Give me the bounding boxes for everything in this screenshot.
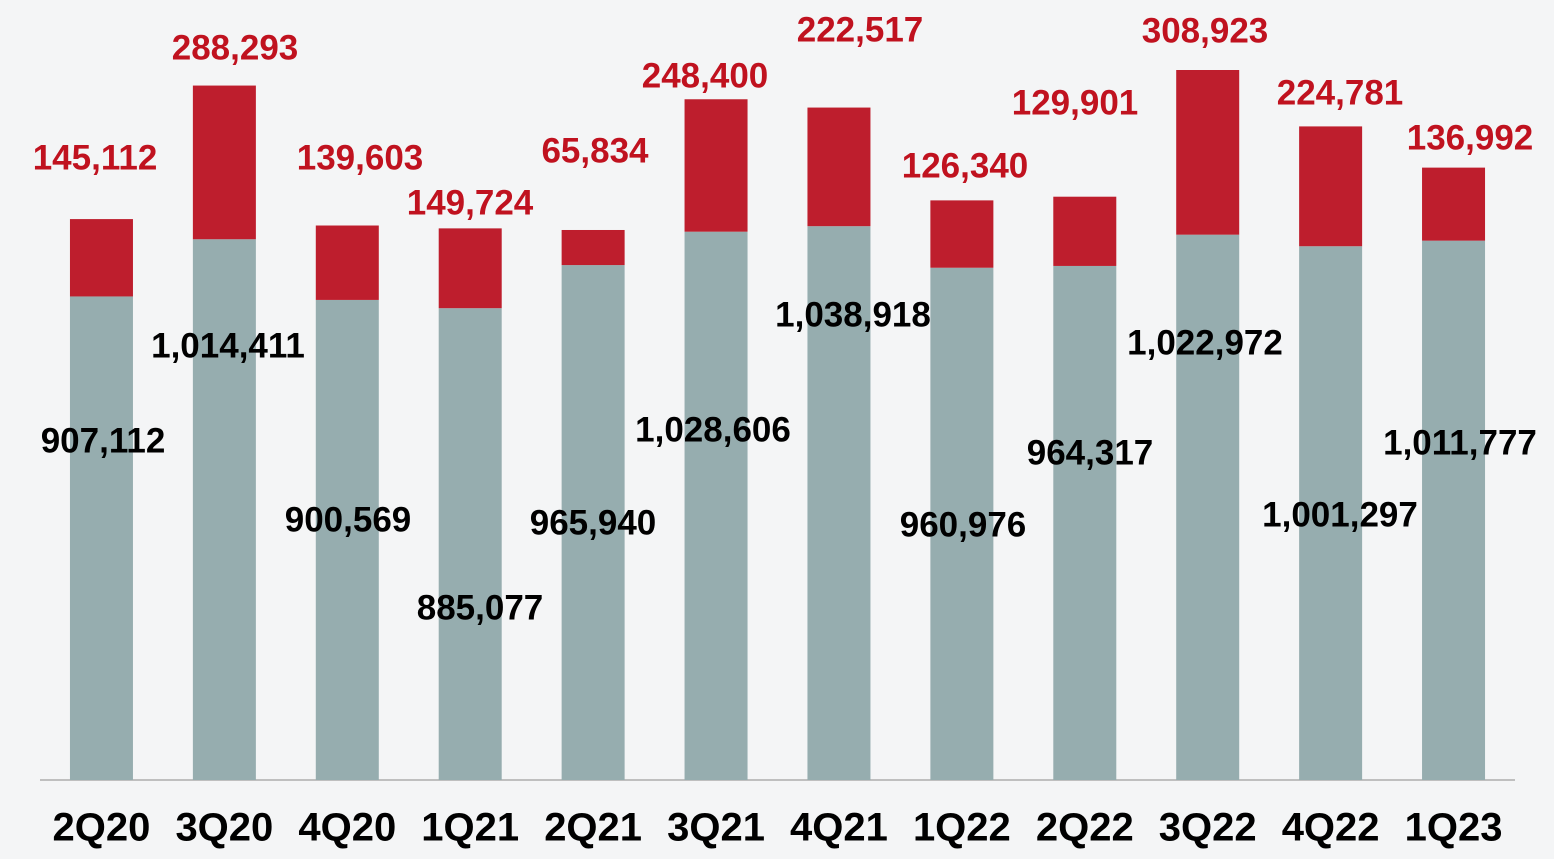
x-tick-label: 3Q20 <box>175 806 273 850</box>
bar-segment <box>561 229 625 266</box>
value-label: 907,112 <box>41 421 166 460</box>
x-tick-label: 1Q22 <box>913 806 1011 850</box>
bar-segment <box>192 85 256 240</box>
bar-segment <box>1299 246 1363 781</box>
x-tick-label: 2Q21 <box>544 806 642 850</box>
bar-segment <box>1422 167 1486 241</box>
value-label: 126,340 <box>902 146 1029 185</box>
x-tick-label: 1Q21 <box>421 806 519 850</box>
value-label: 965,940 <box>530 503 657 542</box>
value-label: 960,976 <box>900 505 1027 544</box>
value-label: 145,112 <box>33 138 158 177</box>
value-label: 1,001,297 <box>1262 495 1418 534</box>
bar-segment <box>192 239 256 780</box>
value-label: 1,028,606 <box>635 410 791 449</box>
x-tick-label: 4Q20 <box>298 806 396 850</box>
bar-segment <box>807 107 871 227</box>
x-tick-label: 1Q23 <box>1405 806 1503 850</box>
bar-segment <box>684 99 748 232</box>
value-label: 222,517 <box>797 10 924 49</box>
value-label: 288,293 <box>172 28 299 67</box>
bar-segment <box>684 231 748 781</box>
bar-segment <box>438 308 502 780</box>
value-label: 964,317 <box>1027 433 1154 472</box>
bar-segment <box>1299 126 1363 247</box>
bar-segment <box>315 225 379 300</box>
value-label: 900,569 <box>285 500 412 539</box>
bar-segment <box>1176 234 1240 780</box>
bar-segment <box>438 228 502 309</box>
value-label: 1,022,972 <box>1127 323 1283 362</box>
x-tick-label: 3Q21 <box>667 806 765 850</box>
bar-segment <box>1053 265 1117 780</box>
value-label: 149,724 <box>407 183 534 222</box>
bar-segment <box>1053 196 1117 266</box>
value-label: 248,400 <box>642 56 769 95</box>
value-label: 885,077 <box>417 588 544 627</box>
bar-segment <box>69 296 133 780</box>
bar-segment <box>930 267 994 780</box>
value-label: 1,038,918 <box>775 295 931 334</box>
value-label: 129,901 <box>1012 83 1139 122</box>
value-label: 65,834 <box>541 131 649 170</box>
value-label: 308,923 <box>1142 11 1269 50</box>
x-tick-label: 4Q21 <box>790 806 888 850</box>
bar-segment <box>69 219 133 297</box>
bar-segment <box>561 265 625 780</box>
x-tick-label: 4Q22 <box>1282 806 1380 850</box>
bar-segment <box>1422 240 1486 781</box>
bar-segment <box>807 226 871 781</box>
value-label: 136,992 <box>1407 118 1534 157</box>
bar-segment <box>1176 70 1240 235</box>
x-tick-label: 2Q22 <box>1036 806 1134 850</box>
x-tick-label: 2Q20 <box>53 806 151 850</box>
value-label: 139,603 <box>297 138 424 177</box>
value-label: 224,781 <box>1277 73 1404 112</box>
value-label: 1,011,777 <box>1383 423 1537 462</box>
bar-segment <box>315 299 379 780</box>
bar-segment <box>930 200 994 268</box>
value-label: 1,014,411 <box>151 326 305 365</box>
x-tick-label: 3Q22 <box>1159 806 1257 850</box>
